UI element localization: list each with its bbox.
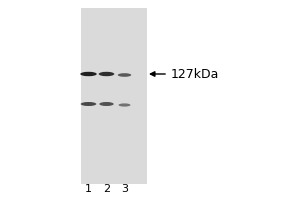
Text: 3: 3 — [121, 184, 128, 194]
Text: 1: 1 — [85, 184, 92, 194]
Ellipse shape — [118, 73, 131, 77]
Ellipse shape — [118, 103, 130, 107]
Ellipse shape — [99, 72, 114, 76]
Text: 127kDa: 127kDa — [171, 68, 219, 80]
Ellipse shape — [81, 102, 96, 106]
Ellipse shape — [80, 72, 97, 76]
Ellipse shape — [99, 102, 114, 106]
Text: 2: 2 — [103, 184, 110, 194]
